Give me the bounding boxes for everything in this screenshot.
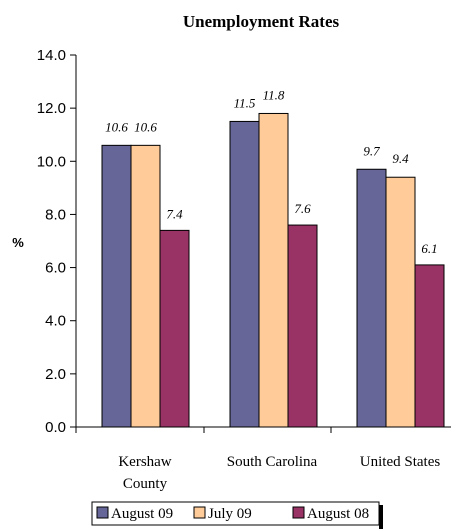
- bars: [75, 112, 445, 433]
- legend-swatch: [193, 506, 206, 519]
- bar: [258, 112, 289, 428]
- data-label: 10.6: [134, 119, 157, 134]
- legend-shadow: [379, 505, 383, 529]
- y-tick-label: 10.0: [37, 153, 66, 170]
- x-tick-label: Kershaw: [118, 454, 171, 470]
- bar: [414, 264, 445, 428]
- bar: [159, 229, 190, 428]
- y-tick-label: 6.0: [45, 260, 66, 277]
- data-label: 7.4: [166, 206, 183, 221]
- data-labels: 10.6 10.6 7.4 11.5 11.8 7.6 9.7 9.4 6.1: [105, 87, 438, 255]
- data-label: 11.8: [263, 87, 285, 102]
- data-label: 9.7: [363, 143, 380, 158]
- y-tick-label: 2.0: [45, 366, 66, 383]
- bar: [385, 176, 416, 428]
- x-tick-label: South Carolina: [227, 454, 318, 470]
- y-tick-label: 8.0: [45, 206, 66, 223]
- y-tick-label: 14.0: [37, 47, 66, 64]
- y-ticks: 0.0 2.0 4.0 6.0 8.0 10.0 12.0 14.0: [37, 47, 76, 436]
- data-label: 10.6: [105, 119, 128, 134]
- x-tick-label: County: [123, 476, 168, 492]
- chart-title: Unemployment Rates: [183, 12, 340, 31]
- bar: [287, 224, 318, 428]
- legend: August 09 July 09 August 08: [91, 501, 383, 529]
- legend-label: July 09: [208, 506, 252, 522]
- y-axis-label: %: [12, 235, 24, 250]
- legend-label: August 08: [307, 506, 369, 522]
- x-labels: Kershaw County South Carolina United States: [118, 454, 440, 492]
- bar: [229, 120, 260, 428]
- legend-label: August 09: [111, 506, 173, 522]
- data-label: 6.1: [421, 241, 437, 256]
- legend-swatch: [292, 506, 305, 519]
- y-tick-label: 4.0: [45, 313, 66, 330]
- y-tick-label: 12.0: [37, 100, 66, 117]
- y-tick-label: 0.0: [45, 419, 66, 436]
- data-label: 7.6: [294, 201, 311, 216]
- x-tick-label: United States: [360, 454, 441, 470]
- data-label: 9.4: [392, 151, 409, 166]
- data-label: 11.5: [234, 95, 256, 110]
- bar: [101, 144, 132, 428]
- bar: [130, 144, 161, 428]
- legend-swatch: [96, 506, 109, 519]
- bar: [356, 168, 387, 428]
